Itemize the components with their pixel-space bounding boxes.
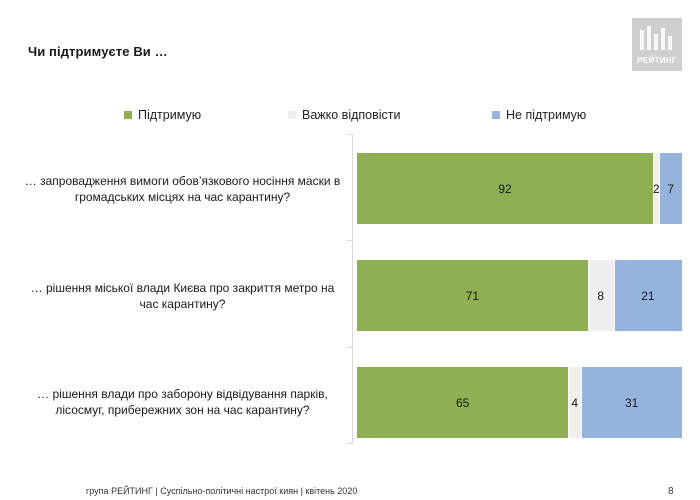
legend-swatch-oppose [492, 111, 500, 119]
axis-tick [347, 347, 352, 348]
data-label-hard-to-say-1: 2 [652, 181, 660, 196]
question-label-masks: … запровадження вимоги обов’язкового нос… [24, 174, 341, 204]
data-label-hard-to-say-3: 4 [571, 395, 579, 410]
legend-item-oppose: Не підтримую [492, 108, 586, 122]
axis-tick [347, 443, 352, 444]
rating-logo: РЕЙТИНГ [632, 18, 682, 71]
bar-oppose-3 [581, 367, 682, 438]
page-number: 8 [668, 486, 674, 497]
data-label-oppose-1: 7 [667, 181, 675, 196]
bar-support-1 [357, 153, 654, 224]
bar-support-3 [357, 367, 569, 438]
data-label-support-2: 71 [465, 288, 480, 303]
legend-label-support: Підтримую [138, 108, 202, 122]
data-label-support-3: 65 [455, 395, 470, 410]
legend-item-support: Підтримую [124, 108, 201, 122]
footer-text: група РЕЙТИНГ | Суспільно-політичні наст… [86, 486, 358, 496]
bar-oppose-1 [659, 153, 682, 224]
axis-tick [347, 240, 352, 241]
legend-swatch-support [124, 111, 132, 119]
category-axis-line [352, 134, 353, 444]
chart-legend: Підтримую Важко відповісти Не підтримую [0, 108, 700, 126]
legend-swatch-hard-to-say [288, 111, 296, 119]
bar-hard-to-say-1 [653, 153, 660, 224]
data-label-oppose-3: 31 [624, 395, 639, 410]
data-label-hard-to-say-2: 8 [597, 288, 605, 303]
bar-support-2 [357, 260, 588, 331]
question-label-metro: … рішення міської влади Києва про закрит… [30, 281, 335, 311]
chart-title: Чи підтримуєте Ви … [28, 44, 168, 59]
axis-tick [347, 134, 352, 135]
question-label-parks: … рішення влади про заборону відвідуванн… [37, 387, 328, 417]
legend-label-hard-to-say: Важко відповісти [302, 108, 401, 122]
bar-hard-to-say-2 [587, 260, 614, 331]
legend-label-oppose: Не підтримую [506, 108, 587, 122]
data-label-support-1: 92 [498, 181, 512, 196]
bar-oppose-2 [613, 260, 682, 331]
logo-bars-icon [640, 26, 672, 50]
legend-item-hard-to-say: Важко відповісти [288, 108, 401, 122]
bar-hard-to-say-3 [568, 367, 582, 438]
data-label-oppose-2: 21 [641, 288, 655, 303]
logo-text: РЕЙТИНГ [637, 56, 677, 65]
